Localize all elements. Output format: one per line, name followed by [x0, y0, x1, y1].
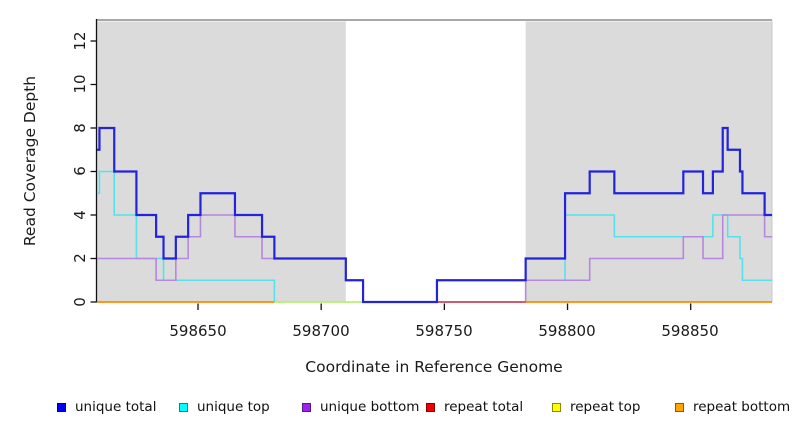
legend-label: unique bottom	[320, 399, 420, 415]
y-tick-label: 8	[71, 123, 89, 133]
legend: unique total unique top unique bottom re…	[0, 399, 792, 419]
y-tick-label: 6	[71, 166, 89, 176]
y-tick-label: 0	[71, 297, 89, 307]
legend-item-repeat-total: repeat total	[426, 399, 523, 415]
legend-label: repeat total	[444, 399, 524, 415]
shaded-repeat-region	[97, 21, 346, 302]
legend-item-repeat-bottom: repeat bottom	[675, 399, 790, 415]
x-tick-label: 598650	[169, 322, 227, 340]
legend-label: unique total	[75, 399, 157, 415]
y-tick-label: 12	[71, 31, 89, 51]
legend-swatch-repeat-bottom	[675, 402, 684, 412]
legend-item-repeat-top: repeat top	[552, 399, 640, 415]
legend-swatch-repeat-total	[426, 402, 435, 412]
legend-item-unique-bottom: unique bottom	[302, 399, 419, 415]
legend-label: repeat top	[570, 399, 641, 415]
x-tick-label: 598850	[661, 322, 719, 340]
legend-item-unique-top: unique top	[179, 399, 270, 415]
x-tick-label: 598800	[538, 322, 596, 340]
legend-label: repeat bottom	[693, 399, 791, 415]
legend-label: unique top	[197, 399, 270, 415]
y-tick-label: 10	[71, 74, 89, 94]
legend-item-unique-total: unique total	[57, 399, 156, 415]
legend-swatch-unique-bottom	[302, 402, 311, 412]
legend-swatch-unique-top	[179, 402, 188, 412]
legend-swatch-repeat-top	[552, 402, 561, 412]
x-axis-title: Coordinate in Reference Genome	[305, 358, 563, 376]
y-tick-label: 2	[71, 253, 89, 263]
shaded-repeat-region	[525, 21, 772, 302]
x-tick-label: 598750	[415, 322, 473, 340]
x-tick-label: 598700	[292, 322, 350, 340]
y-axis-title: Read Coverage Depth	[21, 75, 39, 247]
y-tick-label: 4	[71, 210, 89, 220]
legend-swatch-unique-total	[57, 402, 66, 412]
series-line-unique-total	[97, 126, 772, 304]
